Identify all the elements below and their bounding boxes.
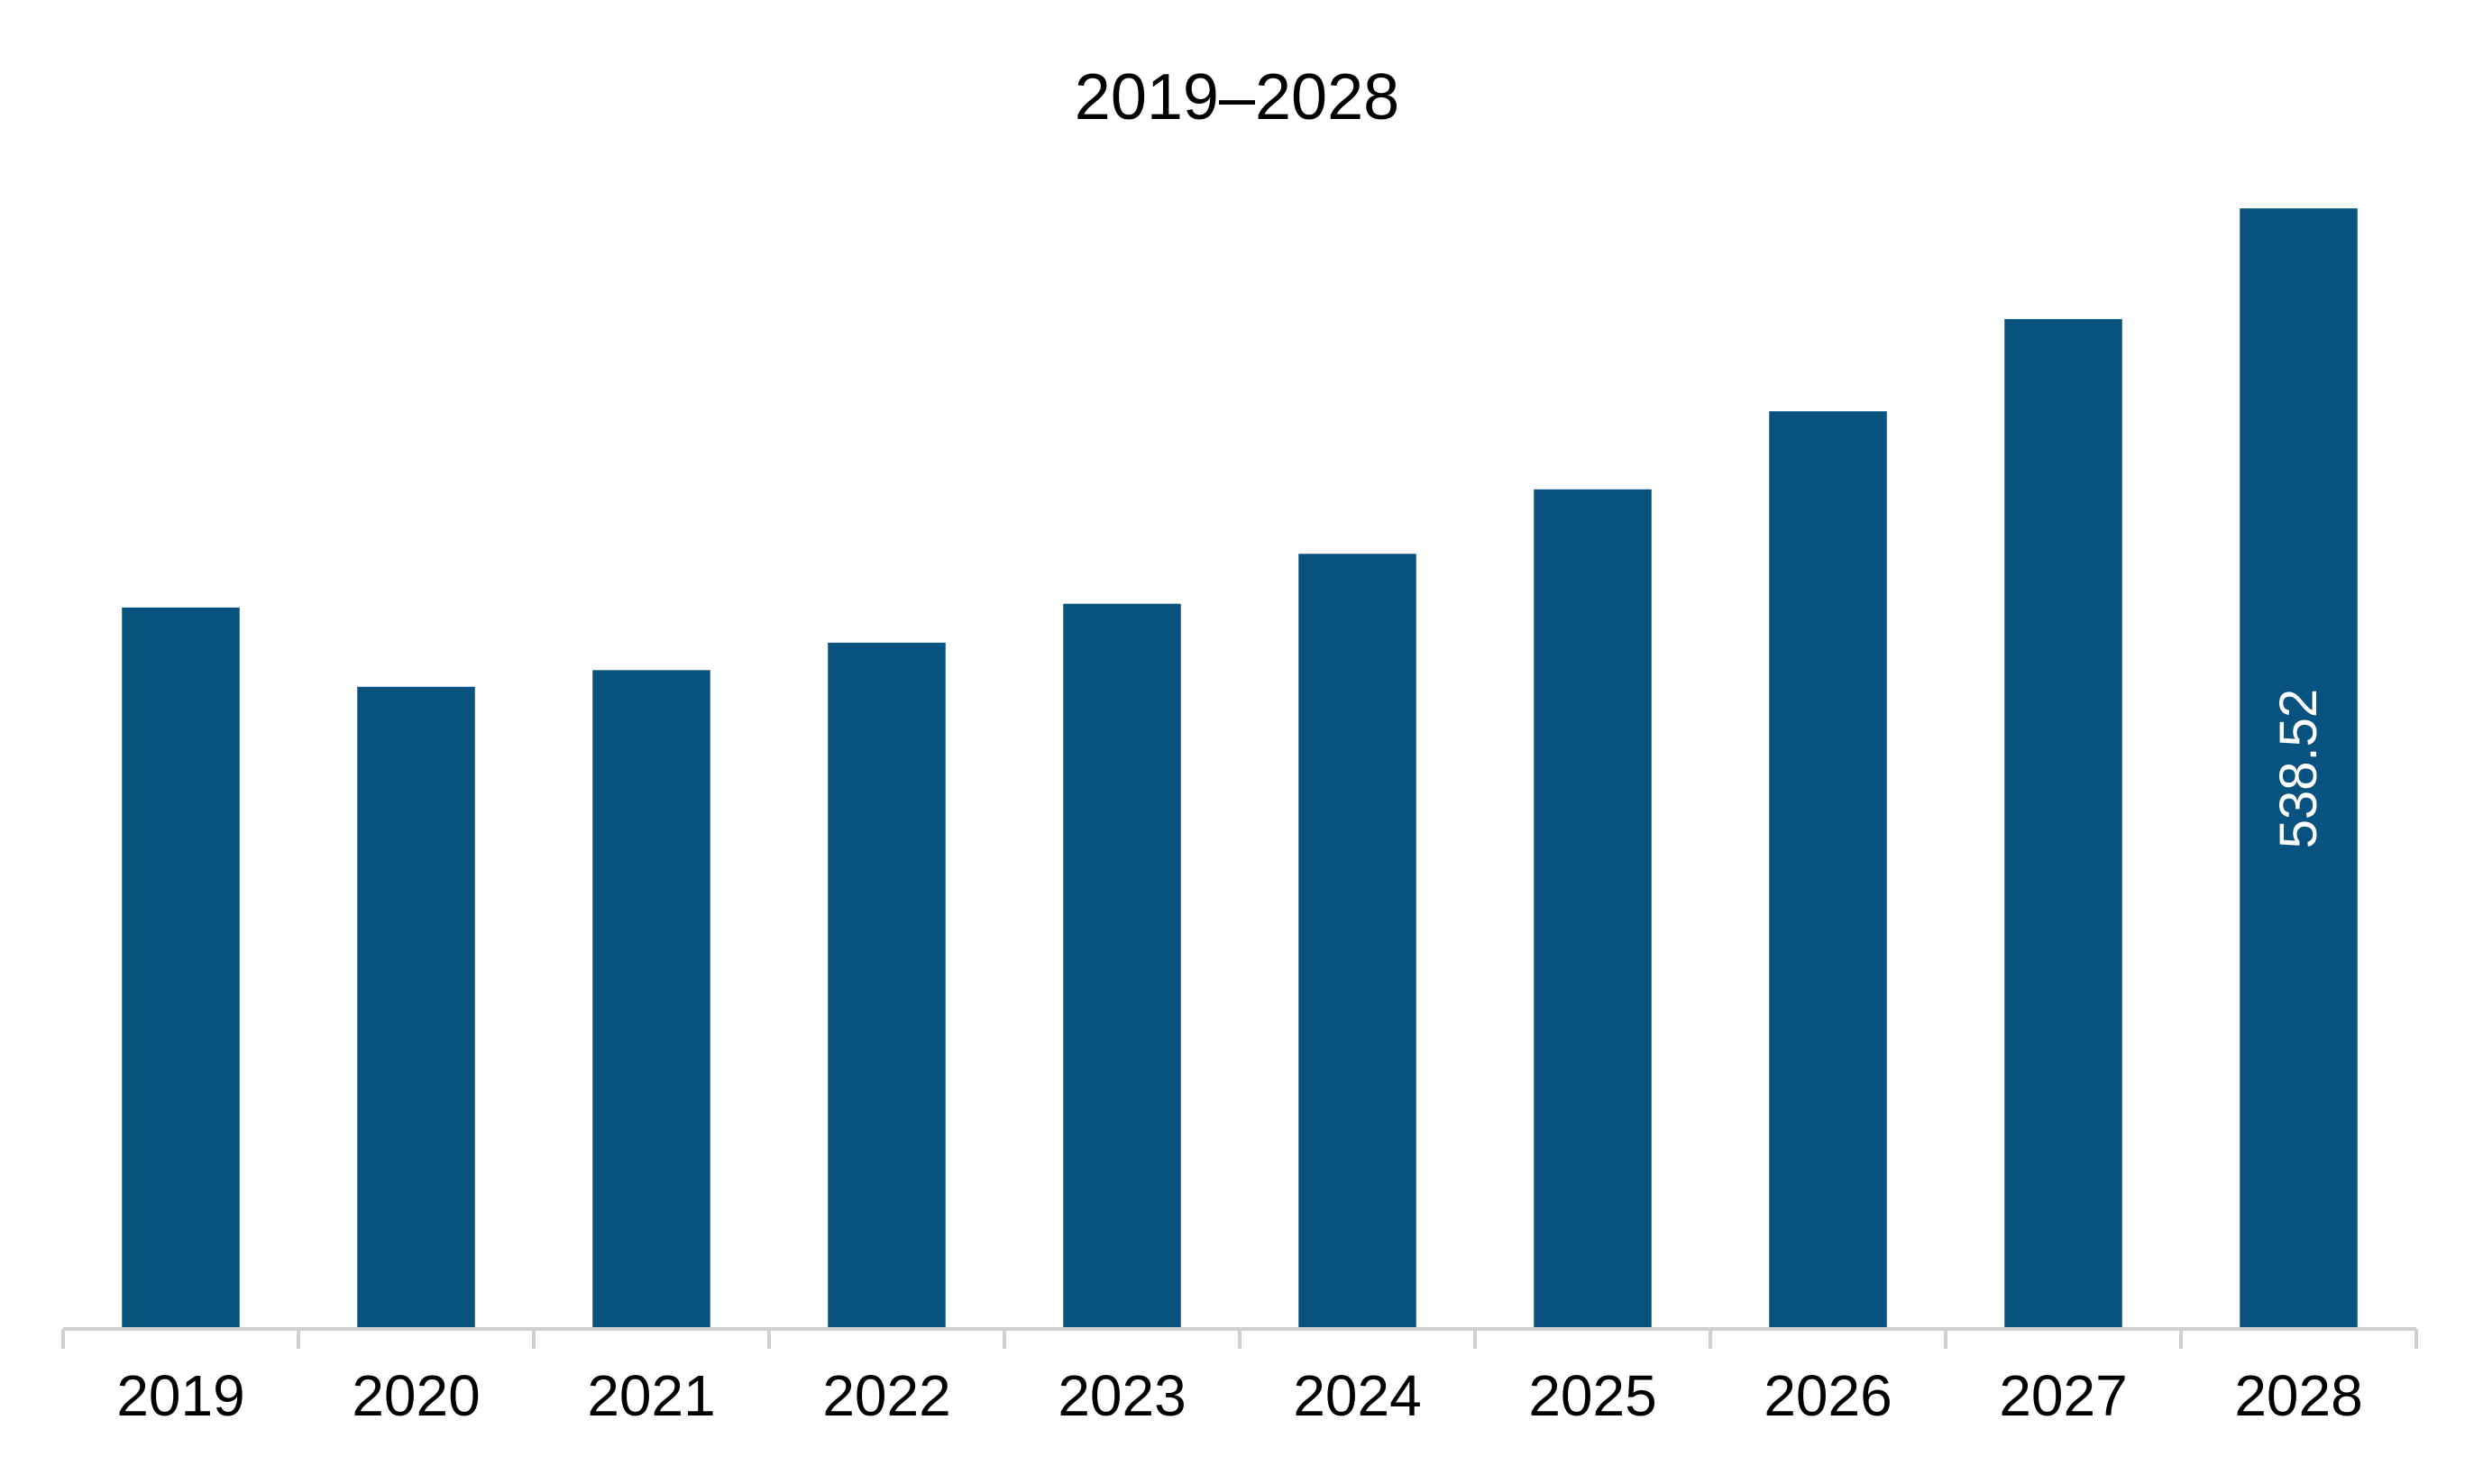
data-labels: 538.52	[2269, 689, 2328, 848]
bars-layer	[122, 208, 2358, 1330]
bar-2028	[2240, 208, 2358, 1330]
x-tick-label-2022: 2022	[822, 1363, 950, 1428]
x-tick-label-2023: 2023	[1058, 1363, 1186, 1428]
data-label-2028: 538.52	[2269, 689, 2328, 848]
bar-2023	[1063, 603, 1181, 1329]
bar-2025	[1534, 489, 1652, 1329]
x-tick-label-2025: 2025	[1528, 1363, 1656, 1428]
bar-2026	[1769, 411, 1887, 1329]
x-tick-label-2021: 2021	[587, 1363, 715, 1428]
chart-title: 2019–2028	[1075, 61, 1399, 133]
bar-2021	[592, 670, 710, 1329]
x-axis	[61, 1327, 2418, 1349]
x-tick-label-2024: 2024	[1293, 1363, 1421, 1428]
x-tick-label-2020: 2020	[352, 1363, 480, 1428]
x-tick-label-2028: 2028	[2234, 1363, 2362, 1428]
bar-2019	[122, 607, 240, 1329]
bar-2022	[828, 642, 946, 1329]
bar-2020	[357, 686, 475, 1329]
x-tick-labels: 2019 2020 2021 2022 2023 2024 2025 2026 2027 2028	[116, 1363, 2362, 1428]
x-tick-label-2026: 2026	[1764, 1363, 1892, 1428]
bar-2027	[2004, 318, 2122, 1329]
x-tick-label-2019: 2019	[116, 1363, 244, 1428]
bar-2024	[1298, 554, 1416, 1329]
x-tick-label-2027: 2027	[1999, 1363, 2127, 1428]
